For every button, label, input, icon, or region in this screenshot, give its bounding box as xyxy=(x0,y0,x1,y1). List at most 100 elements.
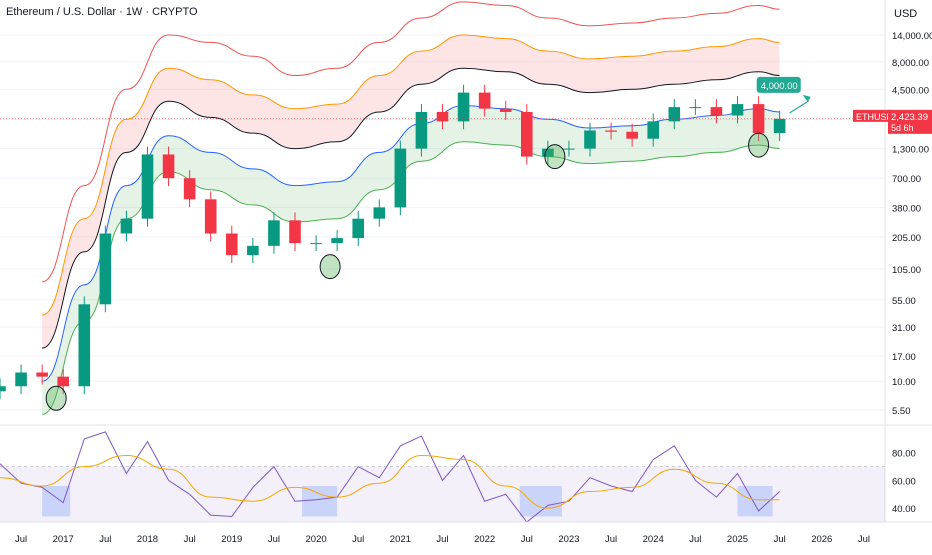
price-tick-label: 55.00 xyxy=(892,296,916,307)
candle-body[interactable] xyxy=(436,111,449,122)
candle-body[interactable] xyxy=(605,130,617,132)
candle-body[interactable] xyxy=(268,220,280,246)
price-tick-label: 5.50 xyxy=(892,406,911,417)
time-tick-label: Jul xyxy=(352,534,364,545)
bottom-marker-circle[interactable] xyxy=(748,132,770,158)
target-badge[interactable] xyxy=(756,76,801,93)
ticker-label: ETHUSD xyxy=(856,112,894,122)
price-tick-label: 4,500.00 xyxy=(892,85,929,96)
candle-body[interactable] xyxy=(57,376,70,387)
bottom-marker-circle[interactable] xyxy=(319,254,341,280)
rsi-tick-label: 80.00 xyxy=(892,449,916,460)
price-tick-label: 8,000.00 xyxy=(892,58,929,69)
time-tick-label: Jul xyxy=(605,534,617,545)
candle-body[interactable] xyxy=(162,154,175,179)
candle-body[interactable] xyxy=(478,92,491,109)
target-label: 4,000.00 xyxy=(761,81,798,92)
price-tick-label: 14,000.00 xyxy=(892,31,932,42)
currency-button[interactable]: USD xyxy=(894,8,918,20)
candle-body[interactable] xyxy=(584,130,596,149)
rsi-band-fill xyxy=(0,466,885,522)
time-tick-label: 2023 xyxy=(558,534,579,545)
candle-body[interactable] xyxy=(520,111,533,157)
candle-body[interactable] xyxy=(731,104,744,116)
price-tick-label: 105.00 xyxy=(892,265,921,276)
target-arrow-line[interactable] xyxy=(789,100,810,114)
time-tick-label: 2025 xyxy=(727,534,748,545)
time-tick-label: 2017 xyxy=(53,534,74,545)
last-price-label: 2,423.39 xyxy=(891,112,928,123)
candle-body[interactable] xyxy=(394,148,407,208)
rsi-highlight-box[interactable] xyxy=(302,485,338,517)
candle-body[interactable] xyxy=(247,245,259,256)
time-tick-label: Jul xyxy=(268,534,280,545)
rsi-highlight-box[interactable] xyxy=(519,485,562,517)
candle-body[interactable] xyxy=(289,220,301,244)
price-tick-label: 700.00 xyxy=(892,174,921,185)
ticker-badge xyxy=(853,109,893,122)
band-line-upper-2 xyxy=(41,1,780,283)
candle-body[interactable] xyxy=(752,104,765,134)
time-tick-label: 2019 xyxy=(221,534,242,545)
time-tick-label: Jul xyxy=(436,534,448,545)
rsi-line[interactable] xyxy=(0,431,780,523)
price-tick-label: 10.00 xyxy=(892,377,916,388)
candle-body[interactable] xyxy=(204,199,217,234)
candle-body[interactable] xyxy=(0,386,6,392)
lower-band-fill xyxy=(42,105,780,415)
bottom-marker-circle[interactable] xyxy=(544,144,566,170)
target-arrow-head xyxy=(802,94,811,102)
candle-body[interactable] xyxy=(542,148,554,157)
price-tick-label: 1,300.00 xyxy=(892,145,929,156)
time-tick-label: Jul xyxy=(99,534,111,545)
time-tick-label: 2018 xyxy=(137,534,158,545)
candle-body[interactable] xyxy=(626,131,638,139)
candle-body[interactable] xyxy=(78,304,91,387)
rsi-tick-label: 60.00 xyxy=(892,476,916,487)
candle-body[interactable] xyxy=(689,107,702,109)
band-line-upper-1 xyxy=(41,34,780,316)
candle-body[interactable] xyxy=(668,107,681,122)
price-tick-label: 31.00 xyxy=(892,323,916,334)
price-tick-label: 17.00 xyxy=(892,352,916,363)
band-line-mid xyxy=(41,67,780,349)
candle-body[interactable] xyxy=(15,372,27,387)
bottom-marker-circle[interactable] xyxy=(45,385,67,411)
candle-body[interactable] xyxy=(352,218,365,239)
candle-body[interactable] xyxy=(225,233,238,256)
time-tick-label: 2024 xyxy=(643,534,664,545)
candle-body[interactable] xyxy=(499,108,512,112)
candle-body[interactable] xyxy=(120,218,133,234)
time-tick-label: Jul xyxy=(774,534,786,545)
upper-band-fill xyxy=(42,35,780,349)
symbol-title: Ethereum / U.S. Dollar · 1W · CRYPTO xyxy=(6,6,198,18)
candle-body[interactable] xyxy=(373,207,386,219)
candle-body[interactable] xyxy=(773,118,786,134)
time-tick-label: Jul xyxy=(689,534,701,545)
rsi-tick-label: 40.00 xyxy=(892,504,916,515)
band-line-lower-1 xyxy=(41,105,780,382)
time-tick-label: 2026 xyxy=(811,534,832,545)
price-tick-label: 380.00 xyxy=(892,203,921,214)
candle-body[interactable] xyxy=(310,243,322,245)
time-tick-label: 2022 xyxy=(474,534,495,545)
candle-body[interactable] xyxy=(647,121,660,139)
candle-body[interactable] xyxy=(99,233,112,305)
rsi-highlight-box[interactable] xyxy=(737,485,773,517)
candle-body[interactable] xyxy=(710,107,723,116)
candle-body[interactable] xyxy=(563,148,575,150)
price-tick-label: 205.00 xyxy=(892,233,921,244)
candle-body[interactable] xyxy=(141,154,154,219)
time-tick-label: 2021 xyxy=(390,534,411,545)
time-tick-label: Jul xyxy=(858,534,870,545)
rsi-ma-line[interactable] xyxy=(0,454,780,509)
candle-body[interactable] xyxy=(457,92,470,122)
candle-body[interactable] xyxy=(183,178,196,200)
candle-body[interactable] xyxy=(415,111,428,149)
time-tick-label: Jul xyxy=(184,534,196,545)
time-tick-label: Jul xyxy=(15,534,27,545)
candle-body[interactable] xyxy=(331,238,343,244)
candle-body[interactable] xyxy=(36,372,48,377)
